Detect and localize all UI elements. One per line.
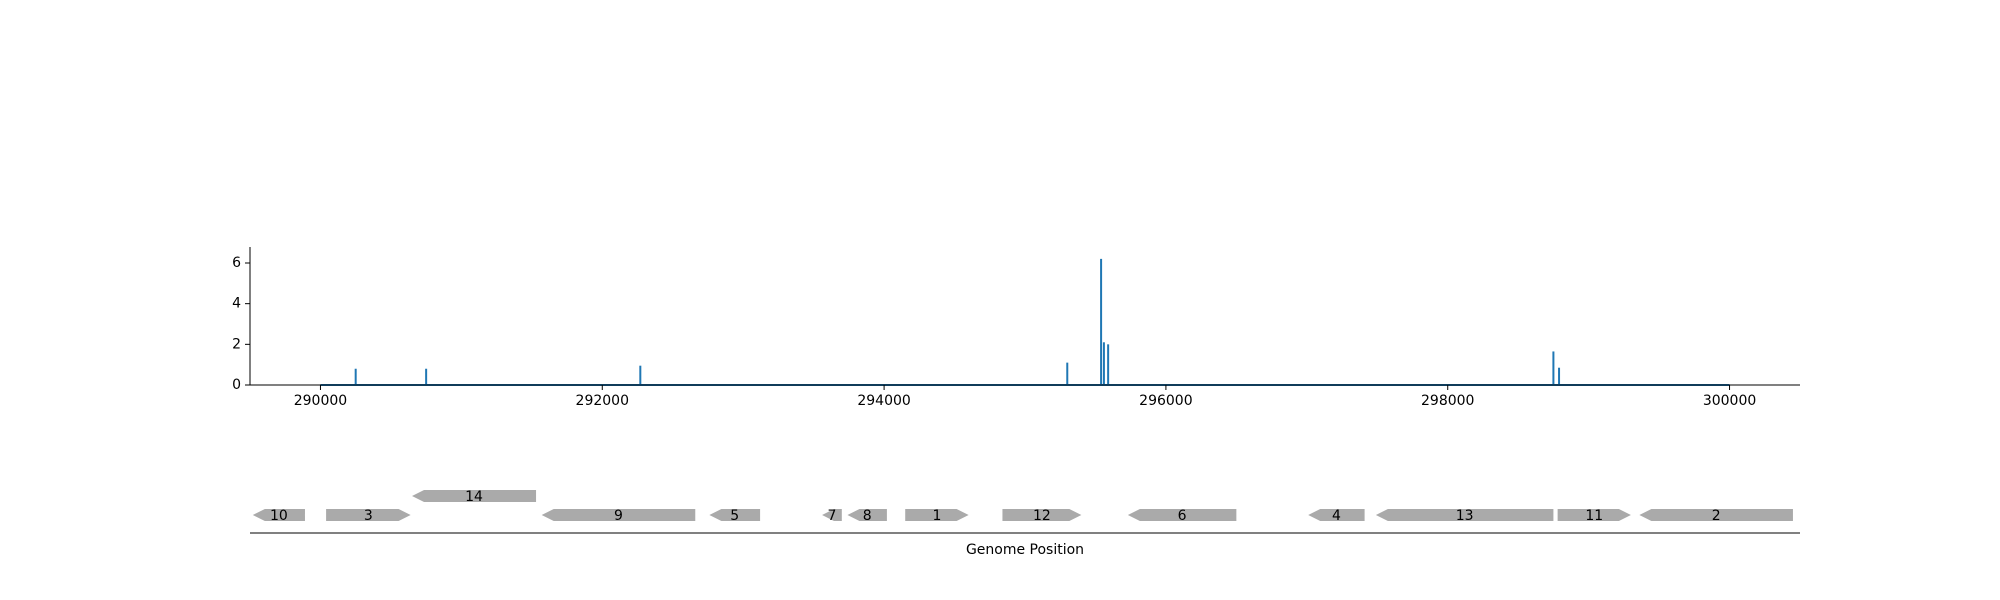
x-tick-label: 294000: [857, 393, 910, 409]
gene-label: 3: [364, 508, 373, 524]
gene-arrow: [1002, 509, 1082, 521]
gene-arrow: [1639, 509, 1793, 521]
x-ticks: 290000 292000 294000 296000 298000 300000: [294, 385, 1756, 409]
x-tick-label: 298000: [1421, 393, 1474, 409]
x-tick-label: 290000: [294, 393, 347, 409]
gene-label: 8: [863, 508, 872, 524]
y-tick-label: 0: [232, 377, 241, 393]
gene-arrow: [1127, 509, 1237, 521]
x-tick-label: 292000: [576, 393, 629, 409]
gene-label: 2: [1712, 508, 1721, 524]
signal-plot: 0 2 4 6 290000 292000 294000 296000 298000 30000…: [232, 247, 1800, 409]
x-tick-label: 300000: [1703, 393, 1756, 409]
gene-label: 5: [730, 508, 739, 524]
gene-arrow: [1375, 509, 1554, 521]
gene-label: 14: [465, 489, 483, 505]
y-tick-label: 2: [232, 336, 241, 352]
gene-arrow: [1308, 509, 1365, 521]
gene-arrow: [905, 509, 969, 521]
gene-arrow: [822, 509, 842, 521]
x-tick-label: 296000: [1139, 393, 1192, 409]
gene-label: 10: [270, 508, 288, 524]
gene-arrow: [412, 490, 537, 502]
signal-series: [320, 258, 1730, 386]
gene-label: 13: [1456, 508, 1474, 524]
genome-position-label: Genome Position: [966, 542, 1084, 558]
gene-label: 7: [827, 508, 836, 524]
gene-arrow: [326, 509, 411, 521]
gene-arrow: [709, 509, 761, 521]
y-tick-label: 4: [232, 296, 241, 312]
y-tick-label: 6: [232, 255, 241, 271]
gene-label: 1: [932, 508, 941, 524]
gene-label: 4: [1332, 508, 1341, 524]
y-ticks: 0 2 4 6: [232, 255, 250, 393]
gene-label: 9: [614, 508, 623, 524]
gene-arrow: [252, 509, 305, 521]
gene-arrow: [541, 509, 696, 521]
gene-arrow: [847, 509, 887, 521]
gene-label: 11: [1585, 508, 1603, 524]
gene-label: 12: [1033, 508, 1051, 524]
gene-label: 6: [1178, 508, 1187, 524]
gene-arrow: [1557, 509, 1631, 521]
